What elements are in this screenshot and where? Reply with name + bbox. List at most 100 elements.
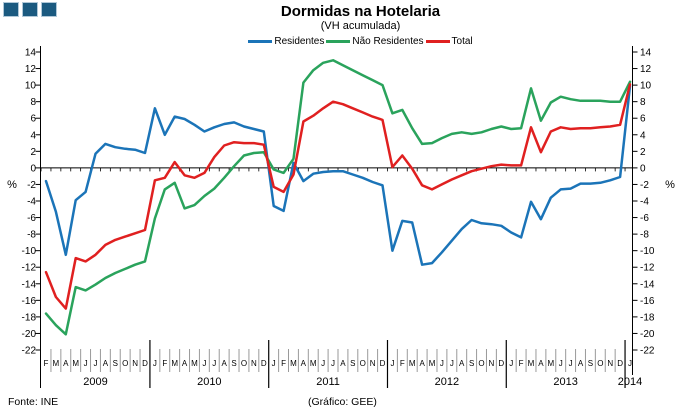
y-tick-label-right: -12 xyxy=(640,263,655,274)
x-month-label: O xyxy=(478,359,484,368)
x-month-label: N xyxy=(607,359,613,368)
x-month-label: J xyxy=(509,359,513,368)
logo-square xyxy=(41,2,57,17)
y-tick-label-right: 8 xyxy=(640,97,646,108)
legend-label-nao-residentes: Não Residentes xyxy=(352,36,424,47)
y-axis-unit-left: % xyxy=(7,179,17,191)
x-month-label: F xyxy=(281,359,286,368)
y-tick-label-left: 12 xyxy=(25,64,37,75)
x-month-label: J xyxy=(212,359,216,368)
y-tick-label-left: 14 xyxy=(25,48,37,59)
legend-item-total: Total xyxy=(425,36,473,47)
y-tick-label-right: -6 xyxy=(640,213,649,224)
y-axis-unit-right: % xyxy=(665,179,675,191)
y-tick-label-right: -22 xyxy=(640,346,655,357)
x-month-label: M xyxy=(53,359,60,368)
x-month-label: A xyxy=(301,359,307,368)
x-year-label-2012: 2012 xyxy=(435,376,459,388)
x-month-label: M xyxy=(310,359,317,368)
x-month-label: O xyxy=(241,359,247,368)
y-tick-label-left: -16 xyxy=(22,296,37,307)
x-month-label: J xyxy=(390,359,394,368)
y-tick-label-right: -16 xyxy=(640,296,655,307)
x-year-label-2011: 2011 xyxy=(316,376,340,388)
x-month-label: F xyxy=(162,359,167,368)
credit-note: (Gráfico: GEE) xyxy=(308,396,377,408)
y-tick-label-left: 2 xyxy=(30,147,36,158)
x-month-label: D xyxy=(261,359,267,368)
x-month-label: S xyxy=(113,359,118,368)
legend-item-nao-residentes: Não Residentes xyxy=(326,36,424,47)
source-note: Fonte: INE xyxy=(8,396,59,408)
x-month-label: M xyxy=(290,359,297,368)
y-tick-label-left: 6 xyxy=(30,114,36,125)
x-month-label: A xyxy=(459,359,465,368)
series-line-total xyxy=(44,83,632,310)
y-tick-label-right: -2 xyxy=(640,180,649,191)
y-tick-label-left: 4 xyxy=(30,130,36,141)
y-tick-label-left: 0 xyxy=(30,163,36,174)
y-tick-label-right: 0 xyxy=(640,163,646,174)
y-tick-label-left: -2 xyxy=(27,180,36,191)
x-month-label: S xyxy=(588,359,593,368)
x-year-label-2014: 2014 xyxy=(618,376,642,388)
series-line-residentes xyxy=(44,84,632,266)
y-tick-label-right: -8 xyxy=(640,230,649,241)
y-tick-label-left: -20 xyxy=(22,329,37,340)
logo-square xyxy=(3,2,19,17)
x-month-label: J xyxy=(559,359,563,368)
legend-label-residentes: Residentes xyxy=(274,36,325,47)
x-month-label: A xyxy=(578,359,584,368)
x-month-label: J xyxy=(153,359,157,368)
x-month-label: O xyxy=(597,359,603,368)
x-month-label: M xyxy=(191,359,198,368)
y-tick-label-right: -18 xyxy=(640,312,655,323)
x-month-label: J xyxy=(93,359,97,368)
x-month-label: J xyxy=(450,359,454,368)
x-month-label: J xyxy=(202,359,206,368)
x-month-label: J xyxy=(272,359,276,368)
y-tick-label-right: 14 xyxy=(640,48,652,59)
x-month-label: S xyxy=(469,359,474,368)
x-month-label: N xyxy=(132,359,138,368)
x-month-label: J xyxy=(331,359,335,368)
x-year-label-2013: 2013 xyxy=(553,376,577,388)
legend-item-residentes: Residentes xyxy=(248,36,324,47)
x-month-label: D xyxy=(142,359,148,368)
y-tick-label-left: -6 xyxy=(27,213,36,224)
series-line-nao-residentes xyxy=(44,59,632,336)
x-month-label: J xyxy=(440,359,444,368)
y-tick-label-left: 10 xyxy=(25,81,37,92)
x-month-label: S xyxy=(231,359,236,368)
y-tick-label-left: -18 xyxy=(22,312,37,323)
y-tick-label-right: 2 xyxy=(640,147,646,158)
y-tick-label-left: -8 xyxy=(27,230,36,241)
x-month-label: J xyxy=(321,359,325,368)
y-tick-label-left: -12 xyxy=(22,263,37,274)
y-tick-label-left: 8 xyxy=(30,97,36,108)
x-month-label: F xyxy=(400,359,405,368)
x-month-label: A xyxy=(182,359,188,368)
x-month-label: F xyxy=(519,359,524,368)
x-month-label: J xyxy=(84,359,88,368)
y-tick-label-left: -10 xyxy=(22,246,37,257)
x-month-label: M xyxy=(547,359,554,368)
x-month-label: J xyxy=(628,359,632,368)
legend-label-total: Total xyxy=(451,36,473,47)
x-month-label: N xyxy=(370,359,376,368)
chart-header: Dormidas na Hotelaria (VH acumulada) Res… xyxy=(40,0,681,47)
y-tick-label-right: 12 xyxy=(640,64,652,75)
x-month-label: N xyxy=(489,359,495,368)
x-month-label: A xyxy=(340,359,346,368)
legend-swatch-residentes xyxy=(248,40,273,43)
x-month-label: D xyxy=(617,359,623,368)
chart-subtitle: (VH acumulada) xyxy=(320,20,401,32)
y-tick-label-right: -4 xyxy=(640,197,649,208)
x-month-label: A xyxy=(63,359,69,368)
x-month-label: M xyxy=(72,359,79,368)
logo xyxy=(3,2,57,17)
y-tick-label-left: -14 xyxy=(22,279,37,290)
y-tick-label-right: -10 xyxy=(640,246,655,257)
x-month-label: A xyxy=(538,359,544,368)
